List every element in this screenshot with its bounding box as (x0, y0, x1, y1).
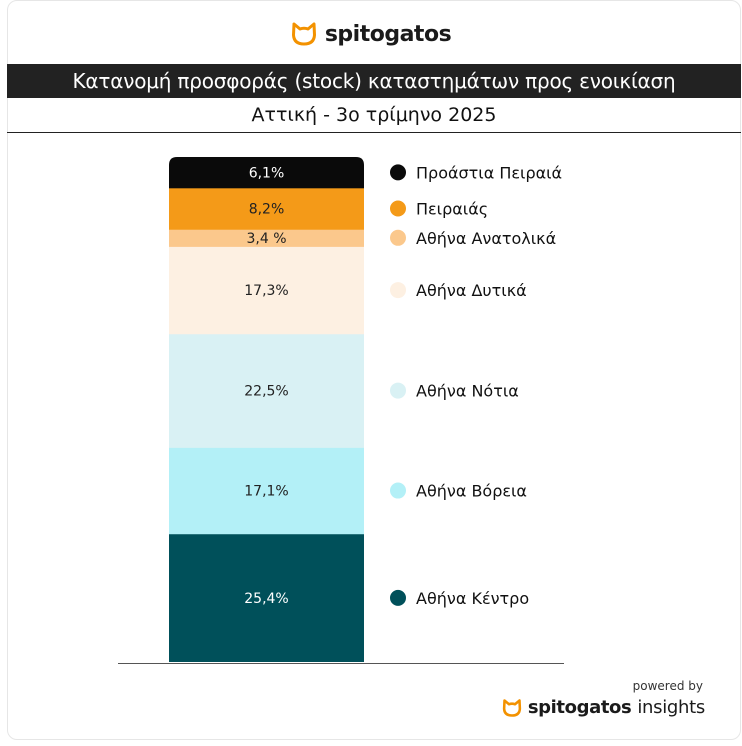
chart-subtitle: Αττική - 3ο τρίμηνο 2025 (7, 98, 741, 133)
bar-segment (169, 187, 364, 230)
brand-name: spitogatos (324, 21, 452, 47)
cat-head-icon (291, 22, 316, 46)
segment-value-label: 17,1% (244, 484, 288, 500)
legend-swatch (390, 282, 406, 299)
legend-label: Αθήνα Νότια (416, 382, 519, 401)
legend-swatch (390, 382, 406, 399)
bar-segment (169, 333, 364, 448)
bar-segment (169, 533, 364, 662)
legend-label: Αθήνα Κέντρο (416, 589, 529, 608)
cat-head-icon (502, 698, 522, 717)
segment-value-label: 17,3% (244, 283, 288, 299)
legend-label: Αθήνα Βόρεια (416, 482, 527, 501)
footer-brand-name: spitogatos (527, 697, 632, 718)
bar-segment (169, 246, 364, 335)
bar-segment (169, 229, 364, 247)
segment-value-label: 22,5% (244, 384, 288, 400)
chart-card (7, 0, 741, 740)
legend-label: Πειραιάς (416, 200, 488, 219)
legend-swatch (390, 482, 406, 499)
powered-by-label: powered by (632, 679, 703, 693)
bar-segment (169, 157, 364, 189)
legend-label: Αθήνα Δυτικά (416, 281, 527, 300)
legend-swatch (390, 589, 406, 606)
legend-swatch (390, 200, 406, 217)
legend-label: Αθήνα Ανατολικά (416, 229, 556, 248)
bar-segment (169, 447, 364, 535)
brand-header: spitogatos (0, 16, 742, 52)
footer: powered by spitogatos insights (502, 679, 705, 718)
segment-value-label: 25,4% (244, 591, 288, 607)
footer-brand-suffix: insights (637, 697, 705, 718)
bar-stack (169, 157, 364, 662)
segment-value-label: 8,2% (249, 202, 285, 218)
segment-value-label: 3,4 % (246, 231, 286, 247)
legend-swatch (390, 229, 406, 246)
legend-label: Προάστια Πειραιά (416, 163, 562, 182)
legend-swatch (390, 164, 406, 181)
segment-value-label: 6,1% (249, 165, 285, 181)
chart-title: Κατανομή προσφοράς (stock) καταστημάτων … (7, 64, 741, 98)
footer-logo: spitogatos insights (502, 697, 705, 718)
